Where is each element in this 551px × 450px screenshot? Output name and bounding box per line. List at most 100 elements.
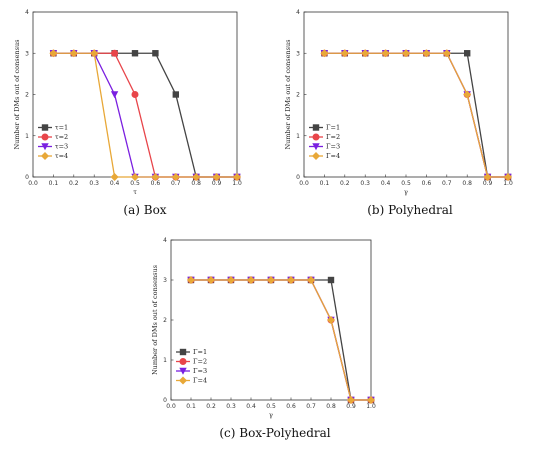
data-point (320, 49, 329, 58)
x-tick-label: 0.0 (166, 403, 176, 410)
data-point (90, 49, 99, 58)
chart-box-polyhedral: 0.0 0.1 0.2 0.3 0.4 0.5 0.6 0.7 0.8 0.9 1.0 0 1 2 3 4 γ N… (151, 237, 376, 419)
legend-marker (41, 143, 49, 151)
series-line (53, 52, 237, 178)
legend-label: Γ=1 (193, 348, 207, 356)
data-point (187, 276, 195, 284)
x-tick-label: 0.3 (360, 180, 370, 187)
x-tick-label: 0.3 (226, 403, 236, 410)
y-tick-label: 2 (296, 92, 300, 99)
data-point (172, 91, 179, 98)
legend-marker (41, 133, 49, 141)
legend: Γ=1 Γ=2Γ=3 Γ=4 (176, 348, 207, 385)
x-tick-label: 1.0 (503, 180, 513, 187)
x-tick-label: 1.0 (366, 403, 376, 410)
data-point (340, 49, 349, 58)
series-1 (50, 50, 241, 181)
series-2 (49, 49, 241, 181)
legend-label: Γ=4 (326, 152, 340, 160)
x-tick-label: 0.5 (130, 180, 140, 187)
legend-label: Γ=2 (193, 358, 207, 366)
data-point (227, 276, 235, 284)
chart-polyhedral: 0.0 0.1 0.2 0.3 0.4 0.5 0.6 0.7 0.8 0.9 1.0 0 1 2 3 4 γ N… (284, 9, 513, 196)
x-tick-label: 0.9 (346, 403, 356, 410)
x-tick-label: 0.1 (49, 180, 59, 187)
legend-marker (41, 124, 49, 131)
y-tick-label: 1 (296, 133, 300, 140)
data-point (131, 91, 139, 98)
data-point (287, 276, 295, 284)
series-4 (49, 49, 241, 181)
y-tick-label: 3 (296, 50, 300, 57)
legend-label: Γ=4 (193, 377, 207, 385)
x-tick-label: 0.3 (89, 180, 99, 187)
y-axis-label: Number of DMs out of consensus (151, 265, 159, 375)
y-tick-label: 3 (25, 50, 29, 57)
series-line (324, 52, 508, 178)
data-point (381, 49, 390, 58)
x-tick-label: 0.0 (28, 180, 38, 187)
data-point (464, 50, 471, 57)
y-tick-label: 3 (163, 277, 167, 284)
legend: τ=1τ=2 τ=3τ=4 (38, 124, 68, 160)
x-tick-label: 0.7 (171, 180, 181, 187)
series-3 (49, 50, 241, 181)
series-1 (187, 276, 375, 404)
data-point (422, 49, 431, 58)
series-line (53, 52, 237, 178)
data-point (504, 173, 512, 181)
data-point (69, 49, 78, 58)
data-point (212, 173, 221, 181)
data-point (171, 173, 180, 181)
legend-label: τ=3 (55, 143, 68, 151)
legend-label: Γ=3 (193, 367, 207, 375)
data-point (463, 90, 472, 99)
legend-marker (312, 133, 320, 141)
y-tick-label: 1 (163, 357, 167, 364)
x-tick-label: 0.4 (246, 403, 256, 410)
data-point (367, 396, 375, 404)
y-tick-label: 4 (163, 237, 167, 244)
x-tick-label: 0.1 (320, 180, 330, 187)
x-tick-label: 0.8 (462, 180, 472, 187)
legend-marker (312, 143, 320, 151)
x-tick-label: 0.1 (186, 403, 196, 410)
series-1 (321, 50, 512, 181)
legend-marker (179, 367, 187, 375)
caption-box: (a) Box (123, 203, 167, 217)
legend-marker (41, 152, 49, 160)
y-tick-label: 0 (296, 174, 300, 181)
x-tick-label: 0.0 (299, 180, 309, 187)
legend-marker (179, 358, 187, 365)
y-tick-label: 4 (25, 9, 29, 16)
series-line (324, 52, 508, 178)
x-tick-label: 0.6 (286, 403, 296, 410)
series-4 (320, 49, 512, 181)
data-point (247, 276, 255, 284)
data-point (307, 276, 315, 284)
caption-polyhedral: (b) Polyhedral (367, 203, 453, 217)
x-tick-label: 0.4 (381, 180, 391, 187)
x-axis-label: γ (269, 411, 273, 419)
data-point (347, 396, 355, 404)
data-point (152, 50, 159, 57)
data-point (267, 276, 275, 284)
series-line (53, 52, 237, 178)
x-tick-label: 0.7 (306, 403, 316, 410)
x-axis-label: τ (133, 188, 137, 196)
data-point (131, 173, 139, 181)
y-tick-label: 0 (25, 174, 29, 181)
x-tick-label: 0.5 (266, 403, 276, 410)
x-tick-label: 0.2 (206, 403, 216, 410)
data-point (192, 173, 201, 181)
x-tick-label: 1.0 (232, 180, 242, 187)
data-point (483, 173, 492, 181)
y-axis-label: Number of DMs out of consensus (13, 39, 21, 149)
data-point (327, 316, 335, 324)
x-tick-label: 0.9 (212, 180, 222, 187)
legend-marker (312, 152, 320, 160)
legend-marker (179, 348, 187, 356)
x-tick-label: 0.4 (110, 180, 120, 187)
data-point (131, 50, 139, 57)
data-point (49, 49, 58, 58)
